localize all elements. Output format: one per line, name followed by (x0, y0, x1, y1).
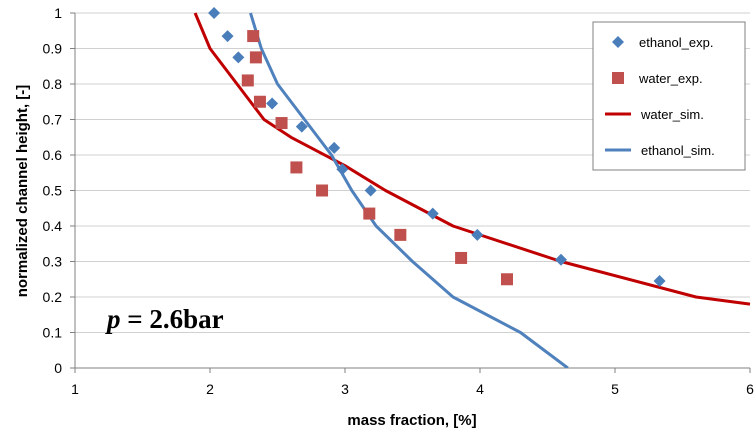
y-tick-label: 0.3 (43, 254, 63, 270)
data-point-water-exp (249, 51, 262, 64)
legend-swatch-ethanol-exp (612, 36, 624, 48)
series-line-ethanol-sim (249, 12, 569, 368)
data-point-water-exp (455, 251, 468, 264)
x-axis-label: mass fraction, [%] (347, 412, 476, 429)
legend-label-water-sim: water_sim. (640, 107, 704, 122)
legend-label-ethanol-sim: ethanol_sim. (641, 143, 715, 158)
x-tick-label: 6 (746, 381, 754, 397)
data-point-water-exp (247, 30, 260, 43)
y-tick-label: 0.6 (43, 147, 63, 163)
y-tick-label: 0.1 (43, 325, 63, 341)
data-point-water-exp (253, 95, 266, 108)
legend-swatch-water-exp (612, 72, 624, 84)
data-point-ethanol-exp (232, 51, 245, 64)
data-point-ethanol-exp (208, 7, 221, 19)
x-tick-label: 1 (71, 381, 79, 397)
pressure-annotation: p = 2.6bar (105, 304, 224, 334)
x-tick-label: 2 (206, 381, 214, 397)
x-tick-label: 4 (476, 381, 484, 397)
data-point-ethanol-exp (426, 207, 439, 220)
y-tick-label: 0.8 (43, 76, 63, 92)
legend-label-water-exp: water_exp. (638, 71, 703, 86)
data-point-ethanol-exp (266, 97, 279, 110)
x-tick-label: 3 (341, 381, 349, 397)
legend: ethanol_exp. water_exp. water_sim. ethanol_… (592, 21, 746, 171)
data-point-ethanol-exp (221, 30, 234, 43)
data-point-ethanol-exp (471, 228, 484, 241)
data-point-water-exp (316, 184, 329, 197)
grid-layer (75, 12, 750, 333)
data-point-water-exp (394, 228, 407, 241)
series-line-water-sim (193, 12, 751, 306)
axis-layer: 0 0.1 0.2 0.3 0.4 0.5 0.6 0.7 0.8 0.9 1 1 2 3 4 5 6 (43, 5, 755, 397)
data-point-water-exp (501, 273, 513, 286)
x-tick-label: 5 (611, 381, 619, 397)
series-layer (193, 7, 751, 368)
y-tick-label: 0.2 (43, 289, 63, 305)
data-point-ethanol-exp (328, 141, 341, 154)
data-point-water-exp (363, 207, 376, 220)
data-point-ethanol-exp (295, 120, 308, 133)
data-point-water-exp (290, 161, 303, 174)
pressure-value: = 2.6bar (121, 304, 224, 334)
legend-label-ethanol-exp: ethanol_exp. (639, 35, 713, 50)
y-tick-label: 1 (54, 5, 62, 21)
data-point-ethanol-exp (336, 163, 349, 176)
y-tick-label: 0.5 (43, 183, 63, 199)
data-point-ethanol-exp (364, 184, 377, 197)
data-point-water-exp (275, 117, 288, 130)
data-point-ethanol-exp (555, 253, 567, 266)
pressure-variable: p (105, 304, 121, 334)
y-tick-label: 0.9 (43, 41, 63, 57)
y-tick-label: 0.7 (43, 112, 63, 128)
y-tick-label: 0.4 (43, 218, 63, 234)
data-point-ethanol-exp (653, 275, 666, 288)
y-axis-label: normalized channel height, [-] (14, 85, 31, 298)
y-tick-label: 0 (54, 360, 62, 376)
data-point-water-exp (241, 74, 254, 87)
